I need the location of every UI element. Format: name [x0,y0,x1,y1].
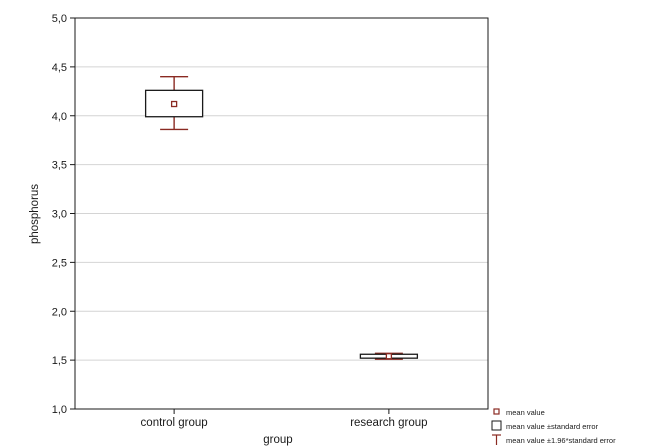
y-tick-label: 3,0 [52,209,67,221]
y-tick-label: 5,0 [52,13,67,25]
y-tick-label: 4,5 [52,62,67,74]
legend: mean value mean value ±standard error me… [491,408,616,445]
mean-marker [385,353,393,360]
legend-mean-label: mean value [506,408,545,417]
y-tick-label: 2,0 [52,306,67,318]
x-axis-ticks: control group research group [141,409,428,429]
y-axis-title: phosphorus [29,184,41,244]
legend-se-label: mean value ±standard error [506,422,599,431]
y-axis-ticks: 1,0 1,5 2,0 2,5 3,0 3,5 4,0 4,5 5,0 [52,13,75,416]
y-tick-label: 3,5 [52,160,67,172]
x-tick-label: control group [141,417,208,429]
y-tick-label: 1,0 [52,404,67,416]
y-tick-label: 2,5 [52,257,67,269]
y-tick-label: 1,5 [52,355,67,367]
y-tick-label: 4,0 [52,111,67,123]
mean-marker [170,100,178,108]
legend-mean-marker [493,408,500,415]
box-group [359,352,419,360]
box-series [144,75,419,360]
legend-ci-label: mean value ±1.96*standard error [506,436,616,445]
box-group [144,75,204,131]
legend-se-box [491,420,502,431]
grid-lines [75,66,488,361]
x-tick-label: research group [350,417,427,429]
x-axis-title: group [263,434,292,446]
